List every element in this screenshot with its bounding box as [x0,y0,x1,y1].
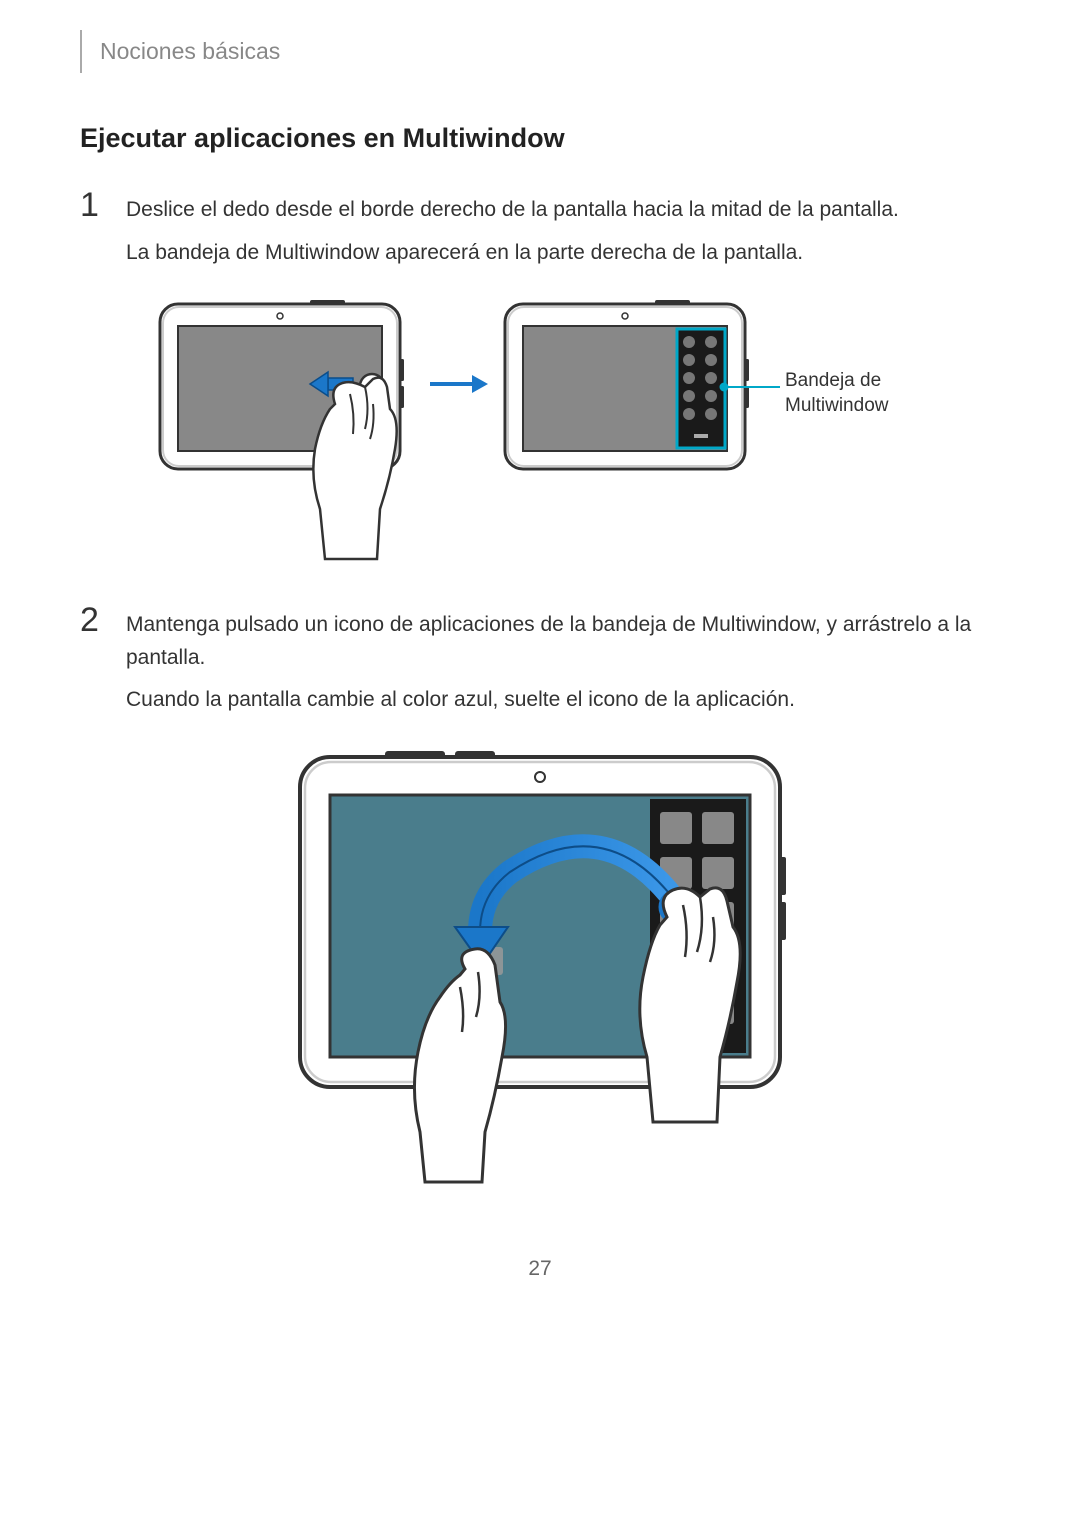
page-number: 27 [80,1257,1000,1281]
step-paragraph: La bandeja de Multiwindow aparecerá en l… [126,237,1000,270]
step-paragraph: Mantenga pulsado un icono de aplicacione… [126,609,1000,674]
step-paragraph: Deslice el dedo desde el borde derecho d… [126,194,1000,227]
diagram-drag-app [260,747,820,1187]
step-number: 1 [80,188,108,279]
section-title: Ejecutar aplicaciones en Multiwindow [80,123,1000,154]
page-header: Nociones básicas [80,30,1000,73]
step-paragraph: Cuando la pantalla cambie al color azul,… [126,684,1000,717]
figure-step2 [80,747,1000,1187]
step-2: 2 Mantenga pulsado un icono de aplicacio… [80,609,1000,727]
diagram-swipe-tray: Bandeja de Multiwindow [130,299,950,569]
step-1: 1 Deslice el dedo desde el borde derecho… [80,194,1000,279]
callout-tray-label: Bandeja de Multiwindow [785,369,945,418]
step-content: Deslice el dedo desde el borde derecho d… [126,194,1000,279]
figure-step1: Bandeja de Multiwindow [80,299,1000,569]
breadcrumb: Nociones básicas [100,38,1000,65]
step-number: 2 [80,603,108,727]
step-content: Mantenga pulsado un icono de aplicacione… [126,609,1000,727]
